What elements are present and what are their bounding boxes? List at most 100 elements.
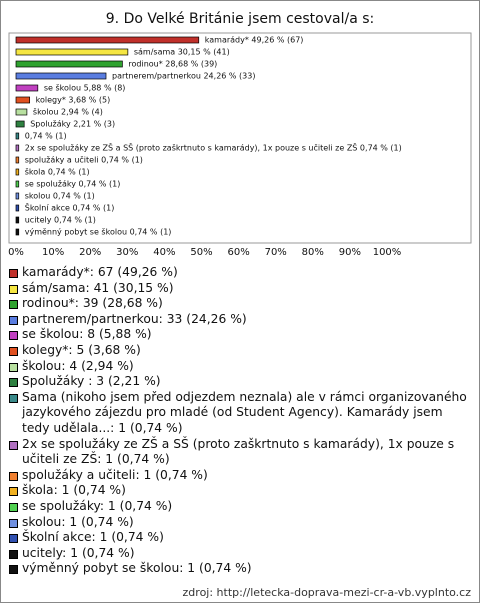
- plot-frame: [8, 32, 472, 244]
- legend-item: Sama (nikoho jsem před odjezdem neznala)…: [9, 390, 471, 437]
- bar-label: se školou 5,88 % (8): [44, 83, 126, 93]
- legend-swatch: [9, 393, 18, 403]
- legend-swatch: [9, 471, 18, 481]
- bar: [15, 108, 28, 116]
- bar-label: ucitely 0,74 % (1): [25, 216, 96, 225]
- legend-swatch: [9, 502, 18, 512]
- legend-item: se školou: 8 (5,88 %): [9, 327, 471, 343]
- legend-label: kolegy*: 5 (3,68 %): [22, 342, 141, 357]
- legend-item: se spolužáky: 1 (0,74 %): [9, 499, 471, 515]
- bar-label: Spolužáky 2,21 % (3): [30, 120, 115, 129]
- bar-label: výměnný pobyt se školou 0,74 % (1): [25, 227, 172, 237]
- legend-swatch: [9, 487, 18, 497]
- bar-label: spolužáky a učiteli 0,74 % (1): [25, 155, 143, 165]
- legend-label: se školou: 8 (5,88 %): [22, 327, 152, 342]
- bar: [15, 120, 25, 128]
- chart-title: 9. Do Velké Británie jsem cestoval/a s:: [106, 11, 374, 27]
- legend-swatch: [9, 518, 18, 528]
- legend-label: partnerem/partnerkou: 33 (24,26 %): [22, 311, 247, 326]
- bar: [15, 192, 20, 200]
- bar-label: sám/sama 30,15 % (41): [134, 48, 230, 57]
- source: zdroj: http://letecka-doprava-mezi-cr-a-…: [182, 586, 471, 599]
- bar-label: kamarády* 49,26 % (67): [205, 36, 304, 45]
- bar: [15, 96, 31, 104]
- legend-label: Školní akce: 1 (0,74 %): [22, 530, 164, 545]
- x-tick-label: 0%: [8, 247, 24, 258]
- legend-label: škola: 1 (0,74 %): [22, 483, 126, 498]
- bar: [15, 168, 20, 176]
- bar: [15, 216, 20, 224]
- x-tick-label: 20%: [79, 247, 101, 258]
- legend-item: partnerem/partnerkou: 33 (24,26 %): [9, 312, 471, 328]
- bar: [15, 228, 20, 236]
- bar-label: se spolužáky 0,74 % (1): [25, 180, 121, 189]
- bar: [15, 72, 107, 80]
- legend-swatch: [9, 269, 18, 278]
- legend-item: kolegy*: 5 (3,68 %): [9, 343, 471, 359]
- legend-item: skolou: 1 (0,74 %): [9, 515, 471, 531]
- bar: [15, 60, 123, 68]
- bar-label: 0,74 % (1): [25, 132, 67, 141]
- legend-label: 2x se spolužáky ze ZŠ a SŠ (proto zaškrt…: [22, 436, 455, 467]
- legend-swatch: [9, 346, 18, 356]
- x-tick-label: 90%: [339, 247, 361, 258]
- x-tick-label: 100%: [373, 247, 402, 258]
- legend-label: se spolužáky: 1 (0,74 %): [22, 498, 173, 513]
- bar-label: partnerem/partnerkou 24,26 % (33): [112, 72, 255, 81]
- legend-item: 2x se spolužáky ze ZŠ a SŠ (proto zaškrt…: [9, 437, 471, 468]
- legend-swatch: [9, 378, 18, 388]
- bar: [15, 36, 200, 44]
- legend-item: škola: 1 (0,74 %): [9, 483, 471, 499]
- bar: [15, 84, 39, 92]
- legend-item: rodinou*: 39 (28,68 %): [9, 296, 471, 312]
- bar-label: škola 0,74 % (1): [25, 167, 90, 177]
- bar-label: kolegy* 3,68 % (5): [36, 96, 111, 105]
- legend-item: spolužáky a učiteli: 1 (0,74 %): [9, 468, 471, 484]
- bar: [15, 156, 20, 164]
- legend-label: ucitely: 1 (0,74 %): [22, 545, 135, 560]
- legend-label: sám/sama: 41 (30,15 %): [22, 280, 174, 295]
- bar: [15, 180, 20, 188]
- legend-item: Školní akce: 1 (0,74 %): [9, 530, 471, 546]
- bar: [15, 204, 20, 212]
- x-tick-label: 60%: [227, 247, 249, 258]
- legend-label: Sama (nikoho jsem před odjezdem neznala)…: [22, 389, 467, 435]
- bar-label: školou 2,94 % (4): [33, 107, 103, 117]
- legend-swatch: [9, 331, 18, 341]
- legend-label: Spolužáky : 3 (2,21 %): [22, 374, 161, 389]
- legend-item: školou: 4 (2,94 %): [9, 359, 471, 375]
- chart: 9. Do Velké Británie jsem cestoval/a s: …: [8, 11, 472, 258]
- bar: [15, 132, 20, 140]
- bar-label: Školní akce 0,74 % (1): [25, 202, 115, 213]
- legend-swatch: [9, 284, 18, 294]
- legend-swatch: [9, 440, 18, 450]
- bar: [15, 48, 129, 56]
- legend-label: školou: 4 (2,94 %): [22, 358, 134, 373]
- bar: [15, 144, 20, 152]
- bar-label: 2x se spolužáky ze ZŠ a SŠ (proto zaškrt…: [25, 142, 402, 153]
- bar-label: skolou 0,74 % (1): [25, 192, 95, 201]
- legend-label: kamarády*: 67 (49,26 %): [22, 265, 178, 279]
- legend-swatch: [9, 300, 18, 310]
- legend-swatch: [9, 362, 18, 372]
- legend-swatch: [9, 315, 18, 325]
- x-tick-label: 40%: [153, 247, 175, 258]
- x-tick-label: 80%: [302, 247, 324, 258]
- legend-swatch: [9, 549, 18, 559]
- legend-swatch: [9, 534, 18, 544]
- bar-label: rodinou* 28,68 % (39): [128, 60, 217, 69]
- legend-label: výměnný pobyt se školou: 1 (0,74 %): [22, 561, 252, 576]
- legend-swatch: [9, 565, 18, 575]
- legend-label: spolužáky a učiteli: 1 (0,74 %): [22, 467, 208, 482]
- legend-item: ucitely: 1 (0,74 %): [9, 546, 471, 562]
- x-tick-label: 30%: [116, 247, 138, 258]
- legend-label: skolou: 1 (0,74 %): [22, 514, 134, 529]
- legend: kamarády*: 67 (49,26 %) sám/sama: 41 (30,…: [9, 265, 471, 577]
- legend-label: rodinou*: 39 (28,68 %): [22, 296, 163, 311]
- legend-item: sám/sama: 41 (30,15 %): [9, 281, 471, 297]
- x-tick-label: 10%: [42, 247, 64, 258]
- legend-item: kamarády*: 67 (49,26 %): [9, 265, 471, 281]
- legend-item: Spolužáky : 3 (2,21 %): [9, 374, 471, 390]
- x-tick-label: 70%: [265, 247, 287, 258]
